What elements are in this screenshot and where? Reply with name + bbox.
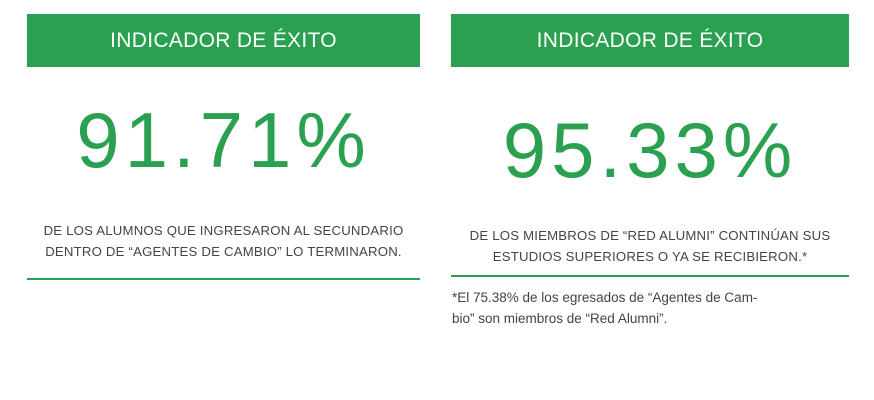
divider [27, 278, 420, 280]
indicator-description-line: DE LOS MIEMBROS DE “RED ALUMNI” CONTINÚA… [469, 228, 831, 243]
indicator-description: DE LOS MIEMBROS DE “RED ALUMNI” CONTINÚA… [451, 225, 849, 267]
indicator-value: 91.71% [76, 96, 371, 184]
indicator-description: DE LOS ALUMNOS QUE INGRESARON AL SECUNDA… [27, 220, 420, 262]
indicator-description-line: DENTRO DE “AGENTES DE CAMBIO” LO TERMINA… [45, 244, 402, 259]
indicator-header-label: INDICADOR DE ÉXITO [110, 28, 337, 52]
indicator-panel-right: INDICADOR DE ÉXITO 95.33% DE LOS MIEMBRO… [451, 14, 849, 329]
indicator-description-line: DE LOS ALUMNOS QUE INGRESARON AL SECUNDA… [43, 223, 404, 238]
indicator-header: INDICADOR DE ÉXITO [451, 14, 849, 67]
footnote: *El 75.38% de los egresados de “Agentes … [451, 287, 849, 329]
footnote-line: bio” son miembros de “Red Alumni”. [452, 311, 668, 326]
indicator-header: INDICADOR DE ÉXITO [27, 14, 420, 67]
indicator-value: 95.33% [502, 106, 798, 194]
indicator-description-line: ESTUDIOS SUPERIORES O YA SE RECIBIERON.* [492, 249, 808, 264]
indicator-panel-left: INDICADOR DE ÉXITO 91.71% DE LOS ALUMNOS… [27, 14, 420, 280]
indicator-header-label: INDICADOR DE ÉXITO [536, 28, 764, 52]
divider [451, 275, 849, 277]
footnote-line: *El 75.38% de los egresados de “Agentes … [452, 290, 758, 305]
